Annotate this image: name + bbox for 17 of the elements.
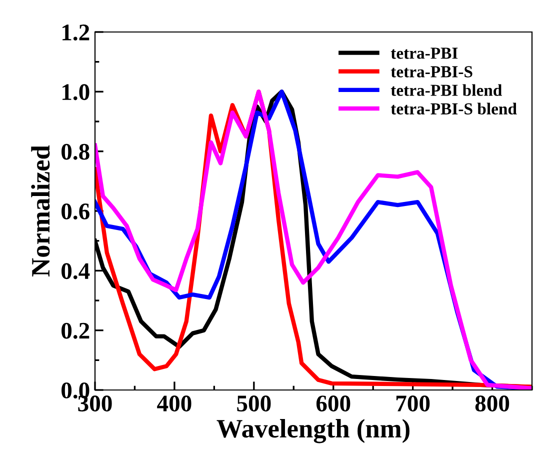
x-axis-title: Wavelength (nm) <box>216 419 410 444</box>
y-axis-title: Normalized <box>31 145 50 276</box>
y-tick-label: 0.8 <box>62 144 90 160</box>
y-tick-label: 0.6 <box>62 203 90 220</box>
y-tick-label: 1.2 <box>62 24 90 41</box>
legend-label: tetra-PBI <box>390 48 458 59</box>
x-tick-label: 500 <box>237 396 271 412</box>
legend-label: tetra-PBI blend <box>390 84 502 96</box>
y-tick-label: 1.0 <box>62 84 90 100</box>
legend-label: tetra-PBI-S blend <box>390 102 517 114</box>
y-tick-label: 0.2 <box>62 322 90 339</box>
legend-label: tetra-PBI-S <box>390 66 472 78</box>
x-tick-label: 700 <box>396 396 430 412</box>
x-tick-label: 600 <box>316 396 350 412</box>
x-tick-label: 400 <box>157 396 192 412</box>
y-tick-label: 0.4 <box>62 263 90 280</box>
x-tick-label: 800 <box>475 396 510 412</box>
